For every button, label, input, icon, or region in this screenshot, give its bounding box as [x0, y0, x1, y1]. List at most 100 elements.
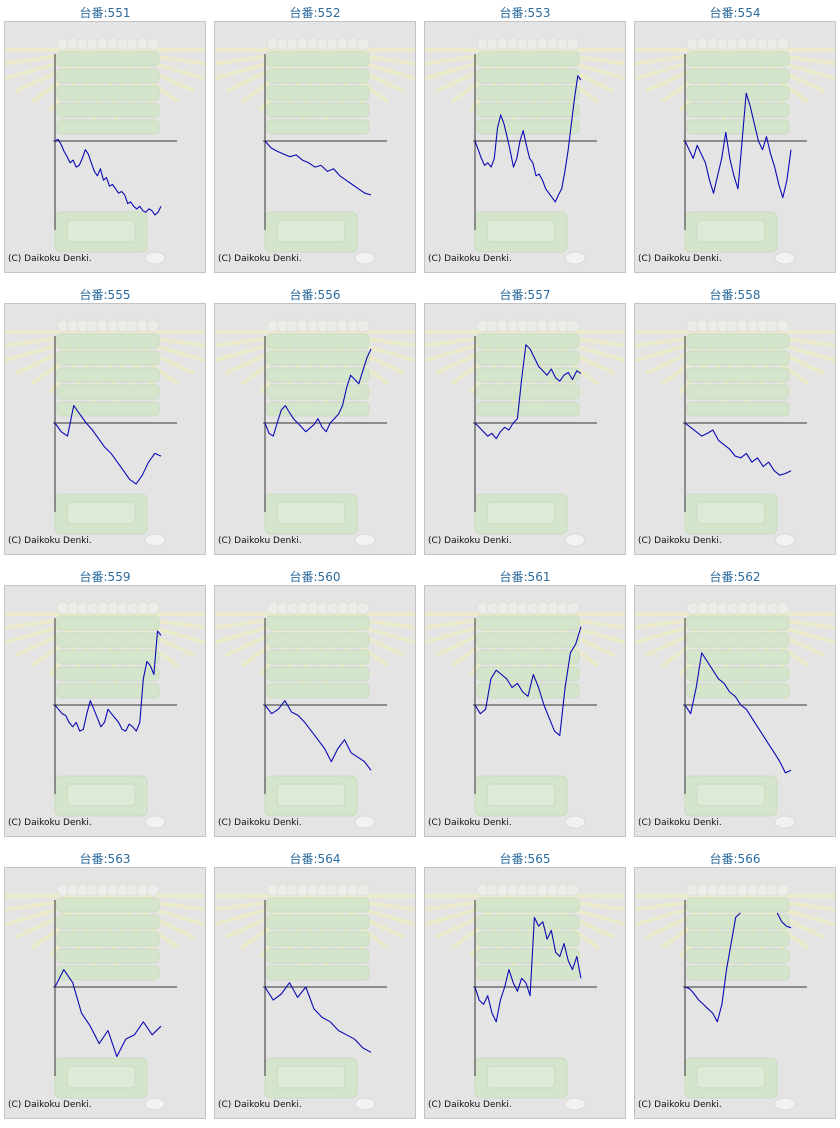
- chart-panel: (C) Daikoku Denki.: [424, 21, 626, 273]
- series-line: [264, 982, 372, 1053]
- chart-cell: 台番:553 (C) Daikoku Denki.: [420, 0, 630, 282]
- series-line: [264, 348, 372, 437]
- background-artwork: [5, 601, 205, 829]
- copyright-label: (C) Daikoku Denki.: [8, 818, 92, 828]
- line-chart: [635, 37, 835, 265]
- background-artwork: [635, 37, 835, 265]
- chart-title: 台番:562: [709, 570, 761, 584]
- chart-panel: (C) Daikoku Denki.: [634, 585, 836, 837]
- line-chart: [425, 319, 625, 547]
- chart-title: 台番:554: [709, 6, 761, 20]
- chart-panel: (C) Daikoku Denki.: [4, 303, 206, 555]
- chart-cell: 台番:560 (C) Daikoku Denki.: [210, 564, 420, 846]
- chart-cell: 台番:557 (C) Daikoku Denki.: [420, 282, 630, 564]
- line-chart: [425, 883, 625, 1111]
- background-artwork: [215, 883, 415, 1111]
- chart-title: 台番:551: [79, 6, 131, 20]
- chart-panel: (C) Daikoku Denki.: [424, 867, 626, 1119]
- copyright-label: (C) Daikoku Denki.: [8, 254, 92, 264]
- copyright-label: (C) Daikoku Denki.: [218, 536, 302, 546]
- line-chart: [635, 601, 835, 829]
- chart-title: 台番:557: [499, 288, 551, 302]
- chart-cell: 台番:551 (C) Daikoku Denki.: [0, 0, 210, 282]
- chart-panel: (C) Daikoku Denki.: [634, 303, 836, 555]
- copyright-label: (C) Daikoku Denki.: [428, 818, 512, 828]
- chart-title: 台番:558: [709, 288, 761, 302]
- chart-cell: 台番:559 (C) Daikoku Denki.: [0, 564, 210, 846]
- chart-panel: (C) Daikoku Denki.: [4, 585, 206, 837]
- line-chart: [425, 601, 625, 829]
- copyright-label: (C) Daikoku Denki.: [218, 1100, 302, 1110]
- line-chart: [215, 319, 415, 547]
- series-line: [474, 916, 582, 1023]
- chart-cell: 台番:561 (C) Daikoku Denki.: [420, 564, 630, 846]
- copyright-label: (C) Daikoku Denki.: [428, 254, 512, 264]
- chart-title: 台番:553: [499, 6, 551, 20]
- series-line: [474, 344, 582, 440]
- line-chart: [5, 601, 205, 829]
- series-line: [684, 912, 792, 1023]
- series-line: [684, 422, 792, 476]
- chart-cell: 台番:563 (C) Daikoku Denki.: [0, 846, 210, 1128]
- series-line: [684, 652, 792, 774]
- chart-cell: 台番:556 (C) Daikoku Denki.: [210, 282, 420, 564]
- chart-cell: 台番:562 (C) Daikoku Denki.: [630, 564, 840, 846]
- background-artwork: [425, 883, 625, 1111]
- chart-title: 台番:556: [289, 288, 341, 302]
- copyright-label: (C) Daikoku Denki.: [8, 536, 92, 546]
- copyright-label: (C) Daikoku Denki.: [638, 1100, 722, 1110]
- chart-cell: 台番:564 (C) Daikoku Denki.: [210, 846, 420, 1128]
- background-artwork: [425, 319, 625, 547]
- line-chart: [635, 319, 835, 547]
- series-line: [54, 138, 162, 216]
- chart-title: 台番:565: [499, 852, 551, 866]
- chart-panel: (C) Daikoku Denki.: [634, 21, 836, 273]
- chart-cell: 台番:552 (C) Daikoku Denki.: [210, 0, 420, 282]
- copyright-label: (C) Daikoku Denki.: [638, 818, 722, 828]
- chart-title: 台番:559: [79, 570, 131, 584]
- chart-panel: (C) Daikoku Denki.: [214, 21, 416, 273]
- series-line: [264, 700, 372, 771]
- background-artwork: [5, 883, 205, 1111]
- background-artwork: [635, 601, 835, 829]
- chart-cell: 台番:558 (C) Daikoku Denki.: [630, 282, 840, 564]
- background-artwork: [215, 37, 415, 265]
- line-chart: [215, 883, 415, 1111]
- chart-panel: (C) Daikoku Denki.: [4, 21, 206, 273]
- chart-panel: (C) Daikoku Denki.: [424, 585, 626, 837]
- series-line: [474, 626, 582, 736]
- chart-cell: 台番:565 (C) Daikoku Denki.: [420, 846, 630, 1128]
- chart-title: 台番:566: [709, 852, 761, 866]
- copyright-label: (C) Daikoku Denki.: [218, 254, 302, 264]
- series-line: [264, 140, 372, 196]
- copyright-label: (C) Daikoku Denki.: [428, 1100, 512, 1110]
- background-artwork: [5, 37, 205, 265]
- chart-cell: 台番:566 (C) Daikoku Denki.: [630, 846, 840, 1128]
- series-line: [54, 969, 162, 1058]
- copyright-label: (C) Daikoku Denki.: [8, 1100, 92, 1110]
- background-artwork: [635, 883, 835, 1111]
- chart-cell: 台番:554 (C) Daikoku Denki.: [630, 0, 840, 282]
- copyright-label: (C) Daikoku Denki.: [218, 818, 302, 828]
- copyright-label: (C) Daikoku Denki.: [638, 536, 722, 546]
- series-line: [54, 405, 162, 485]
- background-artwork: [5, 319, 205, 547]
- chart-panel: (C) Daikoku Denki.: [214, 585, 416, 837]
- copyright-label: (C) Daikoku Denki.: [428, 536, 512, 546]
- series-line: [474, 75, 582, 203]
- chart-panel: (C) Daikoku Denki.: [424, 303, 626, 555]
- chart-cell: 台番:555 (C) Daikoku Denki.: [0, 282, 210, 564]
- line-chart: [5, 37, 205, 265]
- background-artwork: [425, 37, 625, 265]
- copyright-label: (C) Daikoku Denki.: [638, 254, 722, 264]
- background-artwork: [425, 601, 625, 829]
- chart-panel: (C) Daikoku Denki.: [634, 867, 836, 1119]
- chart-panel: (C) Daikoku Denki.: [214, 303, 416, 555]
- chart-panel: (C) Daikoku Denki.: [4, 867, 206, 1119]
- chart-title: 台番:564: [289, 852, 341, 866]
- series-line: [54, 630, 162, 732]
- line-chart: [425, 37, 625, 265]
- line-chart: [215, 601, 415, 829]
- chart-title: 台番:561: [499, 570, 551, 584]
- chart-title: 台番:563: [79, 852, 131, 866]
